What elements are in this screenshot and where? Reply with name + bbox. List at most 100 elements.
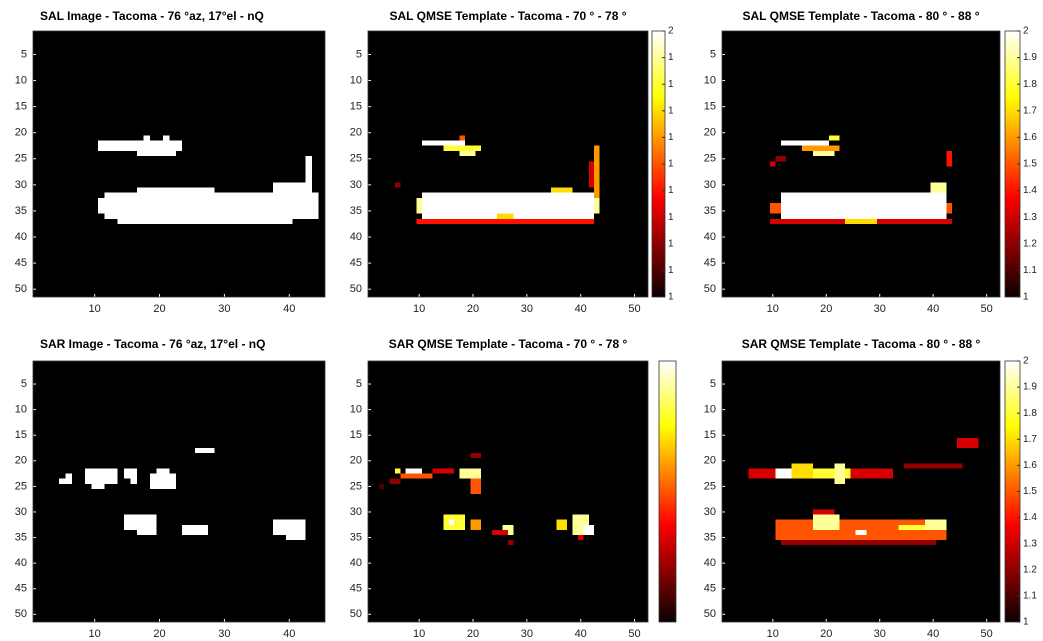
cell-block: [97, 197, 319, 214]
y-tick-label: 35: [704, 205, 716, 217]
cell-block: [182, 524, 209, 535]
y-tick-label: 45: [15, 257, 27, 269]
cell-block: [470, 478, 482, 495]
y-tick-label: 40: [350, 231, 362, 243]
cell-block: [834, 463, 845, 484]
cell-block: [780, 192, 947, 219]
x-tick-label: 20: [820, 628, 832, 640]
cell-block: [123, 468, 137, 479]
y-tick-label: 50: [350, 283, 362, 295]
y-tick-label: 15: [15, 101, 27, 113]
y-tick-label: 20: [704, 455, 716, 467]
panel-title: SAR QMSE Template - Tacoma - 80 ° - 88 °: [742, 337, 981, 351]
cell-block: [97, 140, 183, 151]
y-tick-label: 5: [356, 378, 362, 390]
plot-frame: [721, 30, 1001, 298]
cell-block: [273, 519, 306, 535]
y-tick-label: 25: [704, 480, 716, 492]
y-tick-label: 40: [704, 231, 716, 243]
y-tick-label: 20: [350, 127, 362, 139]
y-tick-label: 45: [15, 583, 27, 595]
x-tick-label: 10: [89, 303, 101, 315]
x-tick-label: 20: [153, 628, 165, 640]
x-tick-label: 20: [467, 628, 479, 640]
cell-block: [459, 468, 482, 479]
colorbar-tick-label: 1: [668, 185, 674, 196]
cell-block: [421, 140, 465, 146]
cell-block: [775, 468, 792, 479]
cell-block: [123, 514, 157, 530]
y-tick-label: 10: [350, 74, 362, 86]
colorbar: [658, 360, 677, 623]
colorbar-tick-label: 1: [668, 132, 674, 143]
cell-block: [143, 135, 150, 141]
x-tick-label: 50: [981, 303, 993, 315]
cell-block: [855, 529, 867, 535]
cell-block: [156, 468, 170, 474]
colorbar-tick-label: 1.1: [1023, 265, 1037, 276]
y-tick-label: 30: [350, 179, 362, 191]
cell-block: [802, 145, 840, 151]
colorbar-tick-label: 2: [1023, 26, 1029, 37]
panel: SAL Image - Tacoma - 76 °az, 17°el - nQ 1…: [15, 9, 326, 315]
cell-block: [588, 161, 595, 188]
cell-block: [791, 463, 813, 479]
cell-block: [136, 529, 157, 535]
cell-block: [812, 514, 840, 530]
colorbar-tick-label: 1.1: [1023, 591, 1037, 602]
cell-block: [828, 135, 840, 141]
cell-block: [508, 540, 514, 546]
y-tick-label: 40: [704, 557, 716, 569]
y-tick-label: 5: [21, 378, 27, 390]
x-tick-label: 10: [413, 303, 425, 315]
cell-block: [405, 468, 422, 474]
plot-frame: [367, 30, 649, 298]
x-tick-label: 40: [927, 628, 939, 640]
y-tick-label: 20: [15, 455, 27, 467]
y-tick-label: 30: [350, 506, 362, 518]
cell-block: [470, 519, 482, 530]
cell-block: [775, 156, 787, 162]
cell-block: [394, 468, 401, 474]
plot-background: [368, 361, 648, 622]
y-tick-label: 40: [15, 557, 27, 569]
cell-block: [84, 468, 118, 484]
colorbar-tick-label: 1.5: [1023, 486, 1037, 497]
y-tick-label: 20: [15, 127, 27, 139]
colorbar-tick-label: 1: [668, 52, 674, 63]
y-tick-label: 25: [15, 153, 27, 165]
cell-block: [162, 135, 170, 141]
x-tick-label: 40: [927, 303, 939, 315]
y-tick-label: 35: [15, 205, 27, 217]
y-tick-label: 5: [21, 48, 27, 60]
colorbar-tick-label: 1.2: [1023, 564, 1037, 575]
y-tick-label: 20: [350, 455, 362, 467]
cell-block: [136, 150, 176, 157]
plot-frame: [367, 360, 649, 623]
cell-block: [583, 524, 595, 535]
x-tick-label: 20: [467, 303, 479, 315]
y-tick-label: 50: [350, 608, 362, 620]
x-tick-label: 30: [218, 628, 230, 640]
y-tick-label: 50: [704, 608, 716, 620]
plot-frame: [32, 30, 326, 298]
x-tick-label: 50: [981, 628, 993, 640]
x-tick-label: 30: [521, 303, 533, 315]
y-tick-label: 15: [704, 101, 716, 113]
x-tick-label: 40: [575, 628, 587, 640]
y-tick-label: 20: [704, 127, 716, 139]
cell-block: [65, 473, 72, 479]
cell-block: [594, 145, 600, 198]
colorbar-tick-label: 1.9: [1023, 382, 1037, 393]
colorbar-tick-label: 1.9: [1023, 52, 1037, 63]
panel: SAR QMSE Template - Tacoma - 70 ° - 78 °…: [350, 337, 677, 640]
y-tick-label: 35: [704, 531, 716, 543]
colorbar-tick-label: 1.7: [1023, 105, 1037, 116]
cell-block: [812, 150, 835, 157]
colorbar-tick-label: 1: [1023, 617, 1029, 628]
y-tick-label: 40: [15, 231, 27, 243]
y-tick-label: 35: [350, 531, 362, 543]
x-tick-label: 10: [413, 628, 425, 640]
colorbar-tick-label: 1: [668, 238, 674, 249]
